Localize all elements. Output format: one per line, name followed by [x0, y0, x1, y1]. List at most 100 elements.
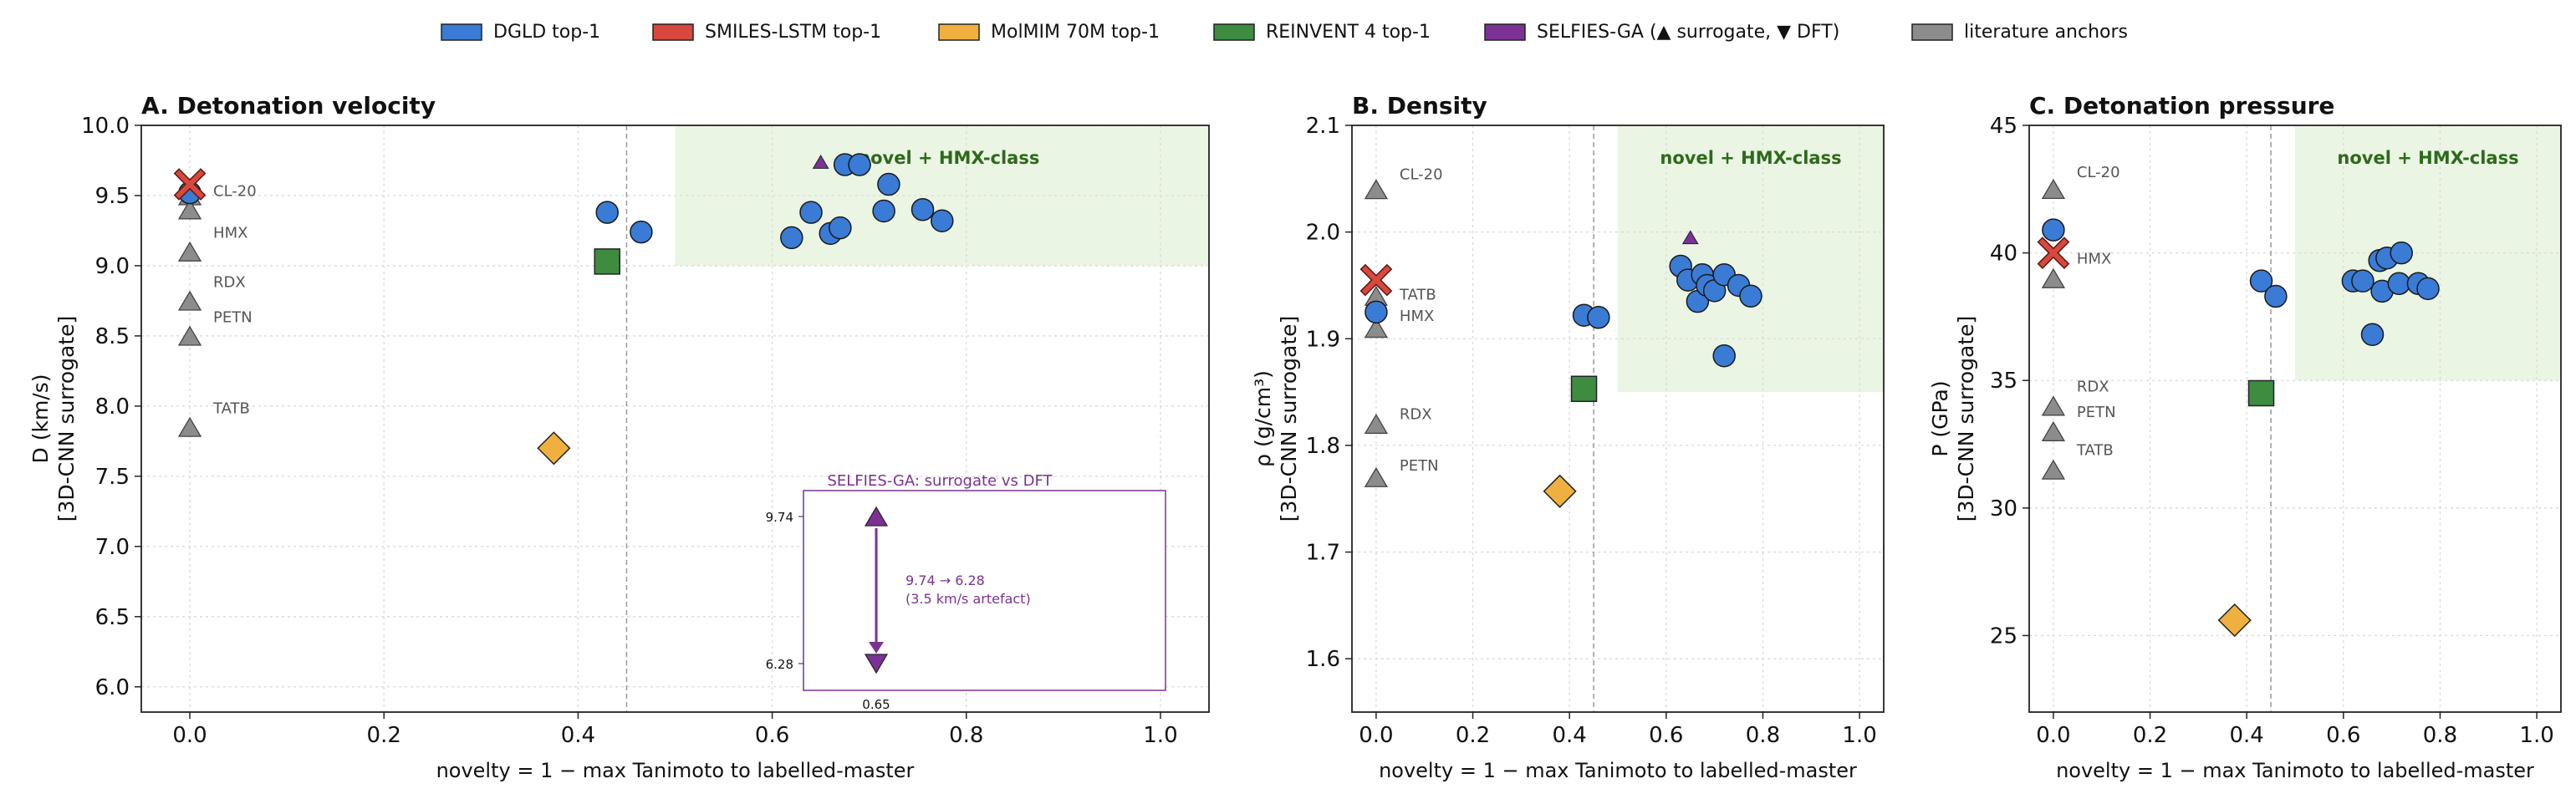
inset-note-line2: (3.5 km/s artefact) — [905, 591, 1031, 607]
dgld-marker — [872, 199, 895, 223]
x-tick-label: 0.8 — [1746, 723, 1780, 748]
y-axis-label: P (GPa) [3D-CNN surrogate] — [1928, 316, 1978, 522]
x-tick-label: 0.2 — [2133, 723, 2167, 748]
y-axis-label: ρ (g/cm³) [3D-CNN surrogate] — [1251, 316, 1301, 522]
dgld-marker — [2042, 218, 2065, 242]
dgld-marker — [595, 201, 619, 224]
anchor-label: PETN — [1400, 457, 1439, 475]
dgld-marker — [780, 226, 803, 250]
novel-region-label: novel + HMX-class — [2337, 148, 2518, 168]
anchor-marker — [177, 325, 202, 346]
y-tick-label: 6.0 — [95, 675, 130, 700]
legend-label: REINVENT 4 top-1 — [1266, 22, 1431, 43]
dgld-marker — [2416, 277, 2440, 301]
dgld-marker — [1739, 284, 1762, 308]
y-tick-label: 10.0 — [81, 114, 130, 139]
inset-y-label: 6.28 — [766, 657, 793, 672]
y-tick-label: 8.0 — [95, 394, 130, 420]
y-tick-label: 9.0 — [95, 254, 130, 279]
legend-label: literature anchors — [1964, 22, 2128, 43]
reinvent-marker — [1570, 375, 1598, 403]
x-tick-label: 1.0 — [1143, 723, 1177, 748]
lstm-marker — [175, 170, 205, 199]
novel-region-label: novel + HMX-class — [858, 148, 1039, 168]
y-tick-label: 6.5 — [95, 605, 130, 630]
dgld-marker — [1587, 305, 1610, 329]
reinvent-marker — [594, 248, 620, 275]
y-axis-label-line1: D (km/s) — [28, 374, 53, 464]
x-tick-label: 0.6 — [2326, 723, 2360, 748]
anchor-label: PETN — [2077, 404, 2116, 421]
y-tick-label: 40 — [1990, 242, 2017, 267]
inset-y-label: 9.74 — [766, 510, 793, 525]
anchor-label: RDX — [1400, 406, 1432, 424]
ga-surrogate-marker — [1681, 230, 1699, 245]
x-tick-label: 0.6 — [1649, 723, 1683, 748]
anchor-label: CL-20 — [1400, 165, 1443, 183]
anchor-marker — [177, 290, 202, 311]
dgld-marker — [1365, 300, 1388, 324]
dgld-marker — [877, 172, 900, 196]
x-tick-label: 0.4 — [1553, 723, 1587, 748]
dgld-marker — [2387, 272, 2411, 295]
anchor-label: HMX — [213, 225, 247, 242]
anchor-label: HMX — [1400, 308, 1434, 325]
legend-label: SELFIES-GA (▲ surrogate, ▼ DFT) — [1537, 22, 1839, 43]
plot-frame — [140, 125, 1210, 713]
anchor-marker — [1364, 179, 1389, 200]
x-tick-label: 0.0 — [172, 723, 207, 748]
legend-label: MolMIM 70M top-1 — [991, 22, 1160, 43]
lstm-marker — [2038, 238, 2068, 267]
y-tick-label: 25 — [1990, 623, 2017, 649]
anchor-marker — [1364, 318, 1389, 338]
y-axis-label-line1: ρ (g/cm³) — [1251, 370, 1275, 467]
inset-dft-marker — [864, 654, 889, 674]
anchor-marker — [177, 199, 202, 220]
dgld-marker — [630, 220, 653, 244]
y-tick-label: 2.1 — [1306, 114, 1340, 139]
dgld-marker — [829, 216, 852, 240]
molmim-marker — [1543, 474, 1577, 508]
x-tick-label: 0.0 — [2036, 723, 2070, 748]
y-axis-label-line2: [3D-CNN surrogate] — [1277, 316, 1301, 522]
y-tick-label: 45 — [1990, 114, 2017, 139]
x-tick-label: 1.0 — [2519, 723, 2553, 748]
legend-swatch — [652, 23, 694, 41]
y-tick-label: 1.8 — [1306, 434, 1340, 459]
y-tick-label: 7.0 — [95, 535, 130, 560]
anchor-marker — [2041, 420, 2066, 441]
inset-surrogate-marker — [864, 506, 889, 527]
dgld-marker — [2360, 323, 2385, 347]
dgld-marker — [848, 153, 871, 176]
anchor-marker — [2041, 178, 2066, 200]
novel-region — [675, 125, 1209, 266]
x-axis-label: novelty = 1 − max Tanimoto to labelled-m… — [436, 759, 915, 782]
y-axis-label-line2: [3D-CNN surrogate] — [54, 316, 79, 522]
panel-title: B. Density — [1352, 92, 1487, 120]
y-tick-label: 9.5 — [95, 184, 130, 209]
y-axis-label-line2: [3D-CNN surrogate] — [1954, 316, 1978, 522]
panel-c: 0.0 0.2 0.4 0.6 0.8 1.0 25 30 35 40 45 novel + HMX-… — [1928, 92, 2562, 782]
anchor-marker — [2041, 395, 2066, 416]
dgld-marker — [799, 201, 823, 224]
anchor-marker — [177, 416, 202, 437]
plot-frame — [1351, 125, 1885, 713]
anchor-label: TATB — [1399, 287, 1436, 304]
x-tick-label: 1.0 — [1842, 723, 1876, 748]
lstm-marker — [1361, 265, 1391, 295]
inset-ga: SELFIES-GA: surrogate vs DFT 9.74 6.28 0.65… — [766, 472, 1166, 712]
panel-a: 0.0 0.2 0.4 0.6 0.8 1.0 6.0 6.5 7.0 7.5 8.0 8.5 9.0 9… — [28, 92, 1210, 782]
y-axis-label-line1: P (GPa) — [1928, 380, 1952, 456]
y-tick-label: 35 — [1990, 369, 2017, 394]
molmim-marker — [537, 431, 571, 466]
panel-b: 0.0 0.2 0.4 0.6 0.8 1.0 1.6 1.7 1.8 1.9 2.0 2.1 nove… — [1251, 92, 1885, 782]
panel-title: A. Detonation velocity — [141, 92, 436, 120]
legend-swatch — [1911, 23, 1953, 41]
inset-x-label: 0.65 — [862, 697, 890, 712]
y-tick-label: 8.5 — [95, 324, 130, 349]
anchor-marker — [2041, 459, 2066, 480]
dgld-marker — [1712, 344, 1736, 368]
anchor-marker — [1364, 466, 1389, 487]
x-tick-label: 0.0 — [1359, 723, 1393, 748]
